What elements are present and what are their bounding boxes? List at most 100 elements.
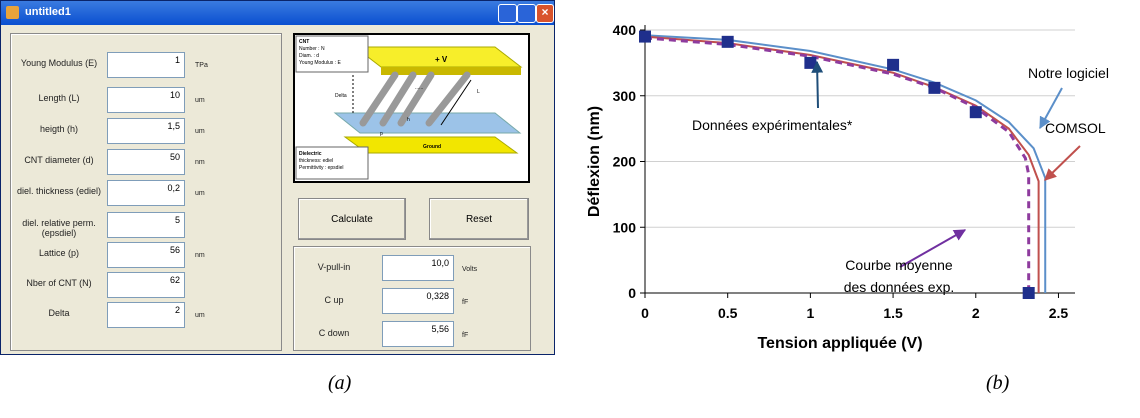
dielectric-box	[295, 146, 369, 180]
diagram-label: Permittivity : epsdiel	[299, 165, 343, 171]
annotation-arrow	[899, 229, 967, 268]
data-point	[804, 56, 817, 69]
y-tick-label: 0	[628, 285, 636, 301]
diagram-label: L	[477, 89, 480, 95]
field-unit: um	[195, 128, 205, 135]
field-unit: nm	[195, 159, 205, 166]
y-tick-label: 300	[613, 88, 637, 104]
data-point	[639, 30, 651, 43]
field-label: Length (L)	[38, 93, 80, 103]
field-label: heigth (h)	[39, 124, 79, 134]
field-unit: um	[195, 190, 205, 197]
close-button[interactable]: ×	[536, 4, 554, 23]
data-line	[644, 36, 1031, 293]
minimize-button[interactable]	[498, 4, 517, 23]
output-label: V-pull-in	[317, 262, 351, 272]
field-input[interactable]: 1,5	[107, 118, 185, 144]
annotation: Données expérimentales*	[692, 117, 853, 133]
annotation: des données exp.	[844, 279, 955, 295]
diagram-label: Number : N	[299, 46, 325, 52]
data-line	[644, 35, 1040, 293]
output-label: C down	[318, 328, 350, 338]
field-input[interactable]: 50	[107, 149, 185, 175]
field-unit: TPa	[195, 62, 208, 69]
data-point	[1022, 287, 1035, 299]
diagram-label: ......	[415, 85, 423, 91]
diagram-frame: CNT Number : N Diam. : d Young Modulus : E D…	[293, 33, 530, 183]
diagram-label: Young Modulus : E	[299, 60, 341, 66]
annotation: COMSOL	[1045, 120, 1106, 136]
data-point	[721, 35, 734, 48]
input-panel: Young Modulus (E) 1 TPa Length (L) 10 um heigt…	[10, 33, 282, 351]
field-input[interactable]: 62	[107, 272, 185, 298]
cnt-box	[295, 35, 369, 73]
y-tick-label: 200	[613, 154, 637, 170]
title-bar: untitled1 ×	[1, 1, 554, 25]
caption: (b)	[986, 372, 1010, 394]
annotation-arrow	[811, 60, 824, 109]
output-unit: Volts	[462, 266, 478, 273]
field-input[interactable]: 1	[107, 52, 185, 78]
calculate-button[interactable]: Calculate	[298, 198, 406, 240]
x-tick-label: 0.5	[718, 305, 738, 321]
y-tick-label: 100	[613, 219, 637, 235]
output-value: 10,0	[382, 255, 454, 281]
field-label: diel. thickness (ediel)	[16, 186, 102, 196]
field-unit: um	[195, 312, 205, 319]
length-line	[440, 79, 472, 126]
field-label: diel. relative perm. (epsdiel)	[22, 218, 96, 238]
field-input[interactable]: 10	[107, 87, 185, 113]
caption: (a)	[328, 372, 352, 394]
output-panel: V-pull-in 10,0 Volts C up 0,328 fF C down 5,56 f…	[293, 246, 531, 351]
diagram-label: CNT	[299, 39, 309, 45]
data-line	[644, 34, 1047, 293]
output-label: C up	[324, 295, 344, 305]
data-point	[928, 81, 941, 94]
field-label: Young Modulus (E)	[20, 58, 98, 68]
x-tick-label: 0	[641, 305, 649, 321]
field-input[interactable]: 2	[107, 302, 185, 328]
output-unit: fF	[462, 299, 469, 306]
output-value: 0,328	[382, 288, 454, 314]
window-title: untitled1	[25, 6, 71, 18]
diagram-label: Diam. : d	[299, 53, 319, 59]
output-unit: fF	[462, 332, 469, 339]
field-input[interactable]: 0,2	[107, 180, 185, 206]
field-label: CNT diameter (d)	[24, 155, 94, 165]
diagram-label: thickness: ediel	[299, 158, 333, 164]
top-plate-side	[381, 67, 521, 75]
diagram-label: Ground	[423, 144, 441, 150]
app-window: untitled1 × Young Modulus (E) 1 TPa Length …	[0, 0, 555, 355]
x-tick-label: 1	[806, 305, 814, 321]
field-unit: nm	[195, 252, 205, 259]
data-point	[887, 58, 900, 71]
diagram-label: Delta	[335, 93, 347, 99]
x-tick-label: 1.5	[883, 305, 903, 321]
x-tick-label: 2	[972, 305, 980, 321]
app-icon	[6, 6, 19, 19]
maximize-button[interactable]	[517, 4, 536, 23]
output-value: 5,56	[382, 321, 454, 347]
annotation: Notre logiciel	[1028, 65, 1109, 81]
y-tick-label: 400	[613, 22, 637, 38]
diagram-label: Dielectric	[299, 151, 322, 157]
annotation-arrow	[1044, 145, 1081, 181]
y-axis-label: Déflexion (nm)	[586, 106, 603, 217]
x-tick-label: 2.5	[1049, 305, 1069, 321]
diagram-label: p	[380, 131, 383, 137]
annotation-arrow	[1039, 87, 1063, 130]
x-axis-label: Tension appliquée (V)	[757, 335, 922, 352]
field-unit: um	[195, 97, 205, 104]
field-label: Lattice (p)	[38, 248, 80, 258]
field-label: Delta	[48, 308, 70, 318]
annotation: Courbe moyenne	[845, 257, 953, 273]
nanotubes	[359, 71, 471, 127]
diagram-label: h	[407, 117, 410, 123]
field-label: Nber of CNT (N)	[26, 278, 92, 288]
field-input[interactable]: 5	[107, 212, 185, 238]
field-input[interactable]: 56	[107, 242, 185, 268]
diagram-label: + V	[435, 55, 448, 64]
reset-button[interactable]: Reset	[429, 198, 529, 240]
